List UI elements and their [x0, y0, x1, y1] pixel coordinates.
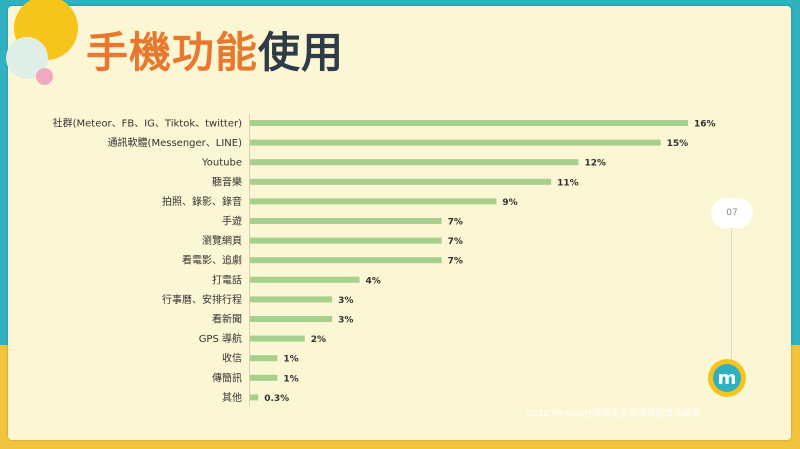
bar — [250, 237, 442, 244]
category-label: 手遊 — [222, 215, 242, 228]
value-label: 15% — [667, 139, 689, 149]
decor-circle-pink — [36, 68, 53, 85]
value-label: 9% — [502, 198, 517, 208]
bar — [250, 276, 360, 283]
logo-letter: m — [718, 368, 737, 389]
category-label: 拍照、錄影、錄音 — [162, 195, 242, 208]
value-label: 3% — [338, 296, 353, 306]
footer-source: 2022 Meteor台灣學生生活消費習慣大調查 — [526, 409, 701, 419]
bar — [250, 394, 259, 401]
category-label: 通訊軟體(Messenger、LINE) — [108, 136, 243, 149]
bar — [250, 374, 278, 381]
bar — [250, 218, 442, 224]
value-label: 3% — [338, 316, 353, 326]
value-label: 11% — [557, 178, 579, 188]
value-label: 12% — [585, 159, 607, 169]
page-indicator-line — [731, 198, 732, 396]
bar — [250, 178, 552, 185]
bar — [250, 257, 442, 264]
value-label: 7% — [448, 237, 463, 247]
category-label: 社群(Meteor、FB、IG、Tiktok、twitter) — [53, 117, 242, 130]
bar — [250, 139, 661, 146]
category-label: 收信 — [222, 352, 242, 365]
bar — [250, 316, 333, 322]
category-label: 看新聞 — [212, 313, 242, 326]
meteor-logo-icon: m — [708, 359, 746, 397]
bar — [250, 335, 305, 342]
category-label: GPS 導航 — [199, 332, 242, 345]
category-label: 打電話 — [212, 273, 242, 286]
category-label: 其他 — [222, 391, 242, 404]
value-label: 16% — [694, 120, 716, 130]
page-number: 07 — [711, 198, 753, 228]
title-part-dark: 使用 — [258, 28, 345, 77]
bar — [250, 296, 333, 303]
value-label: 0.3% — [264, 394, 289, 404]
bar — [250, 159, 579, 166]
category-label: 傳簡訊 — [212, 371, 242, 384]
category-label: 聽音樂 — [212, 175, 242, 188]
value-label: 1% — [283, 355, 298, 365]
category-label: Youtube — [201, 158, 242, 169]
category-label: 看電影、追劇 — [182, 254, 242, 267]
category-label: 瀏覽網頁 — [202, 234, 242, 247]
page-title: 手機功能使用 — [86, 32, 344, 74]
bar — [250, 198, 497, 205]
bar — [250, 355, 278, 362]
value-label: 7% — [448, 218, 463, 228]
value-label: 7% — [448, 257, 463, 267]
title-part-orange: 手機功能 — [86, 28, 259, 77]
value-label: 1% — [283, 374, 298, 384]
value-label: 2% — [311, 335, 326, 345]
bar — [250, 120, 688, 126]
value-label: 4% — [366, 276, 381, 286]
category-label: 行事曆、安排行程 — [162, 293, 242, 306]
